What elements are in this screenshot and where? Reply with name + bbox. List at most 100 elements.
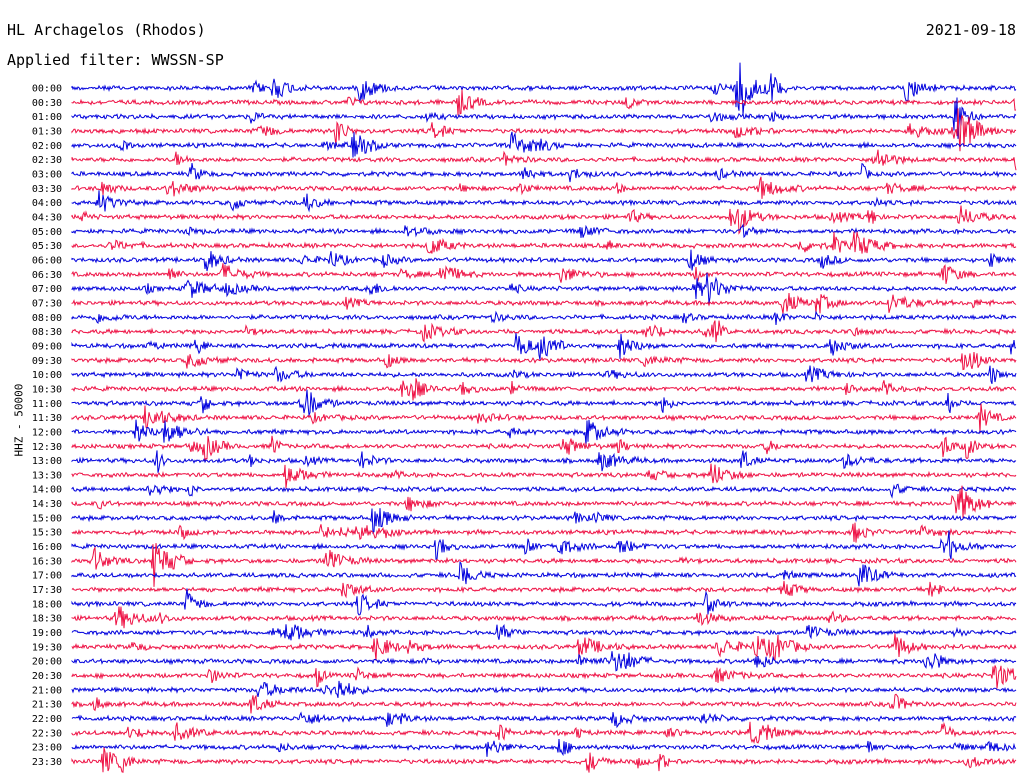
seismic-trace <box>71 108 1017 152</box>
seismic-trace <box>71 747 1017 773</box>
seismic-trace <box>71 149 1017 171</box>
station-title: HL Archagelos (Rhodos) <box>7 21 206 39</box>
seismic-trace <box>71 249 1017 272</box>
time-label: 02:30 <box>32 155 62 166</box>
seismic-trace <box>71 508 1017 535</box>
seismic-trace <box>71 272 1017 304</box>
seismic-trace <box>71 665 1017 689</box>
seismic-trace <box>71 419 1017 446</box>
time-label: 07:30 <box>32 298 62 309</box>
time-label: 06:00 <box>32 255 62 266</box>
seismic-trace <box>71 463 1017 489</box>
time-label: 02:00 <box>32 141 62 152</box>
time-label: 09:00 <box>32 341 62 352</box>
seismic-trace <box>71 711 1017 729</box>
time-label: 18:00 <box>32 599 62 610</box>
time-label: 01:30 <box>32 126 62 137</box>
seismic-trace <box>71 485 1017 518</box>
seismic-trace <box>71 89 1017 116</box>
time-label: 07:00 <box>32 284 62 295</box>
seismic-trace <box>71 365 1017 384</box>
time-label: 16:00 <box>32 542 62 553</box>
time-label: 23:30 <box>32 757 62 768</box>
time-label: 13:30 <box>32 470 62 481</box>
time-label: 04:00 <box>32 198 62 209</box>
seismic-trace <box>71 310 1017 326</box>
seismic-trace <box>71 293 1017 314</box>
seismic-trace <box>71 231 1017 254</box>
seismic-trace <box>71 693 1017 714</box>
time-label: 14:00 <box>32 485 62 496</box>
seismic-trace <box>71 580 1017 599</box>
seismic-trace <box>71 378 1017 401</box>
time-label: 22:00 <box>32 714 62 725</box>
seismic-trace <box>71 223 1017 239</box>
seismic-trace <box>71 738 1017 757</box>
seismic-trace <box>71 190 1017 213</box>
time-label: 22:30 <box>32 728 62 739</box>
time-label: 21:30 <box>32 700 62 711</box>
time-label: 19:00 <box>32 628 62 639</box>
seismic-trace <box>71 205 1017 235</box>
time-label: 17:00 <box>32 571 62 582</box>
seismic-trace <box>71 450 1017 473</box>
seismic-trace <box>71 588 1017 616</box>
time-label: 08:00 <box>32 313 62 324</box>
time-label: 08:30 <box>32 327 62 338</box>
time-label: 13:00 <box>32 456 62 467</box>
time-label: 14:30 <box>32 499 62 510</box>
time-label: 21:00 <box>32 685 62 696</box>
time-label: 11:30 <box>32 413 62 424</box>
seismic-trace <box>71 352 1017 371</box>
time-label: 00:30 <box>32 98 62 109</box>
seismic-trace <box>71 633 1017 661</box>
seismic-trace <box>71 263 1017 284</box>
seismic-trace <box>71 62 1017 115</box>
seismic-trace <box>71 162 1017 183</box>
seismic-trace <box>71 97 1017 139</box>
seismic-trace <box>71 543 1017 587</box>
seismic-trace <box>71 530 1017 560</box>
seismic-trace <box>71 403 1017 434</box>
time-label: 23:00 <box>32 743 62 754</box>
time-label: 15:30 <box>32 528 62 539</box>
seismic-trace <box>71 680 1017 699</box>
time-label: 16:30 <box>32 556 62 567</box>
time-label: 20:30 <box>32 671 62 682</box>
seismic-trace <box>71 721 1017 745</box>
seismic-trace <box>71 131 1017 158</box>
time-label: 09:30 <box>32 356 62 367</box>
time-label: 06:30 <box>32 270 62 281</box>
time-label: 15:00 <box>32 513 62 524</box>
seismic-trace <box>71 561 1017 587</box>
seismic-trace <box>71 606 1017 629</box>
time-label: 01:00 <box>32 112 62 123</box>
seismic-trace <box>71 389 1017 417</box>
time-label: 03:30 <box>32 184 62 195</box>
time-label: 17:30 <box>32 585 62 596</box>
seismic-trace <box>71 522 1017 543</box>
time-label: 03:00 <box>32 169 62 180</box>
time-label: 10:30 <box>32 384 62 395</box>
time-label: 11:00 <box>32 399 62 410</box>
time-label: 05:30 <box>32 241 62 252</box>
time-label: 18:30 <box>32 614 62 625</box>
time-label: 19:30 <box>32 642 62 653</box>
time-label: 12:30 <box>32 442 62 453</box>
seismic-trace <box>71 651 1017 672</box>
date-label: 2021-09-18 <box>925 21 1016 39</box>
seismic-trace <box>71 624 1017 641</box>
time-label: 05:00 <box>32 227 62 238</box>
seismic-trace <box>71 483 1017 499</box>
time-label: 00:00 <box>32 84 62 95</box>
time-label: 04:30 <box>32 212 62 223</box>
seismic-trace <box>71 435 1017 462</box>
time-label: 12:00 <box>32 427 62 438</box>
seismic-trace <box>71 320 1017 343</box>
filter-label: Applied filter: WWSSN-SP <box>7 51 224 69</box>
time-label: 20:00 <box>32 657 62 668</box>
seismic-trace <box>71 332 1017 360</box>
time-label: 10:00 <box>32 370 62 381</box>
seismic-trace <box>71 176 1017 199</box>
